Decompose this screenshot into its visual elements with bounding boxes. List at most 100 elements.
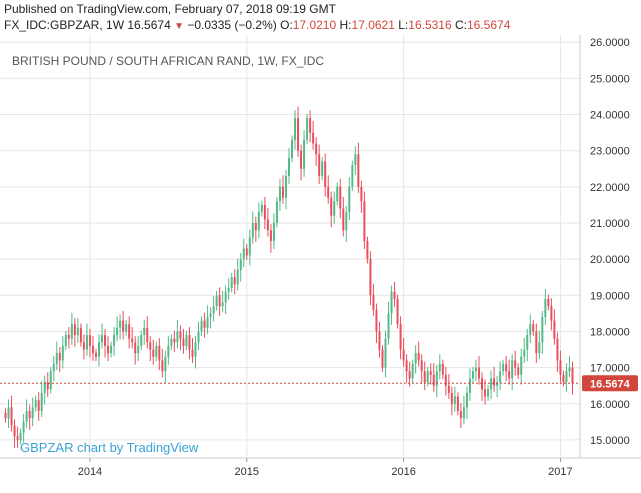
- candle-body: [79, 327, 82, 343]
- candle-body: [535, 331, 538, 354]
- candle-body: [432, 374, 435, 386]
- candles: [4, 106, 574, 448]
- y-tick-label: 17.0000: [590, 363, 630, 375]
- candle-body: [333, 201, 336, 216]
- high-value: 17.0621: [351, 18, 395, 32]
- candle-body: [429, 371, 432, 375]
- candle-body: [55, 353, 58, 364]
- candle-body: [107, 345, 110, 354]
- candle-body: [384, 338, 387, 368]
- candle-body: [158, 345, 161, 361]
- candle-body: [281, 186, 284, 198]
- candle-body: [155, 345, 158, 357]
- price-change: −0.0335 (−0.2%): [187, 18, 277, 32]
- candle-body: [544, 298, 547, 317]
- candle-body: [269, 230, 272, 242]
- candle-body: [206, 317, 209, 328]
- candle-body: [122, 320, 125, 332]
- candle-body: [387, 313, 390, 339]
- candle-body: [568, 367, 571, 372]
- candle-body: [284, 176, 287, 198]
- candle-body: [22, 421, 25, 433]
- candle-body: [339, 186, 342, 209]
- price-axis[interactable]: 15.0000 16.0000 17.0000 18.0000 19.0000 20.00…: [590, 37, 630, 447]
- candle-body: [31, 407, 34, 419]
- candle-body: [348, 186, 351, 213]
- candle-body: [140, 335, 143, 346]
- candle-body: [37, 400, 40, 411]
- candle-body: [203, 320, 206, 328]
- y-tick-label: 23.0000: [590, 146, 630, 158]
- x-tick-label: 2016: [391, 466, 415, 478]
- candle-body: [98, 342, 100, 357]
- candle-body: [224, 291, 227, 303]
- candle-body: [493, 378, 496, 386]
- candle-body: [360, 186, 363, 202]
- close-value: 16.5674: [467, 18, 511, 32]
- candle-body: [438, 364, 441, 372]
- candle-body: [110, 345, 113, 354]
- candle-body: [571, 367, 574, 384]
- candle-body: [508, 371, 511, 379]
- grid: [0, 35, 580, 458]
- candle-body: [399, 324, 402, 350]
- candle-body: [242, 248, 245, 260]
- candle-body: [318, 154, 321, 176]
- candle-body: [363, 201, 366, 242]
- candle-body: [173, 338, 176, 343]
- candle-body: [321, 161, 324, 176]
- candle-body: [351, 165, 354, 187]
- candle-body: [215, 295, 218, 307]
- y-tick-label: 26.0000: [590, 37, 630, 49]
- candle-body: [19, 432, 22, 440]
- candle-body: [143, 327, 146, 336]
- time-axis[interactable]: 20142015201620172018: [78, 458, 641, 478]
- candle-body: [487, 389, 490, 397]
- last-price-tag-text: 16.5674: [590, 378, 631, 390]
- high-label: H:: [339, 18, 352, 32]
- candle-body: [88, 335, 91, 346]
- candle-body: [297, 118, 300, 151]
- candle-body: [330, 197, 333, 216]
- candle-body: [514, 360, 517, 368]
- candle-body: [324, 161, 327, 187]
- candle-body: [10, 407, 13, 426]
- candle-body: [357, 154, 360, 187]
- candle-body: [499, 371, 502, 383]
- candlestick-chart[interactable]: 15.0000 16.0000 17.0000 18.0000 19.0000 20.00…: [0, 35, 641, 493]
- candle-body: [529, 324, 532, 336]
- candle-body: [119, 320, 122, 328]
- candle-body: [312, 132, 315, 144]
- candle-body: [278, 186, 281, 202]
- candle-body: [28, 411, 31, 419]
- candle-body: [345, 212, 348, 231]
- candle-body: [125, 324, 128, 332]
- candle-body: [381, 349, 384, 368]
- candle-body: [70, 324, 73, 339]
- candle-body: [502, 364, 505, 372]
- last-price-tag: 16.5674: [582, 375, 638, 392]
- candle-body: [562, 374, 565, 383]
- candle-body: [218, 295, 221, 307]
- down-arrow-icon: ▼: [174, 21, 185, 32]
- candle-body: [435, 371, 438, 386]
- candle-body: [511, 360, 514, 379]
- candle-body: [104, 335, 107, 346]
- y-tick-label: 15.0000: [590, 435, 630, 447]
- candle-body: [248, 237, 251, 256]
- candle-body: [375, 309, 378, 332]
- candle-body: [128, 324, 131, 339]
- candle-body: [315, 143, 318, 155]
- candle-body: [73, 324, 76, 336]
- candle-body: [478, 367, 480, 379]
- candle-body: [209, 313, 212, 317]
- candle-body: [40, 392, 43, 411]
- candle-body: [505, 364, 508, 372]
- candle-body: [149, 342, 152, 350]
- candle-body: [16, 436, 19, 440]
- candle-body: [553, 320, 556, 339]
- candle-body: [550, 306, 553, 321]
- candle-body: [354, 154, 357, 166]
- y-tick-label: 18.0000: [590, 326, 630, 338]
